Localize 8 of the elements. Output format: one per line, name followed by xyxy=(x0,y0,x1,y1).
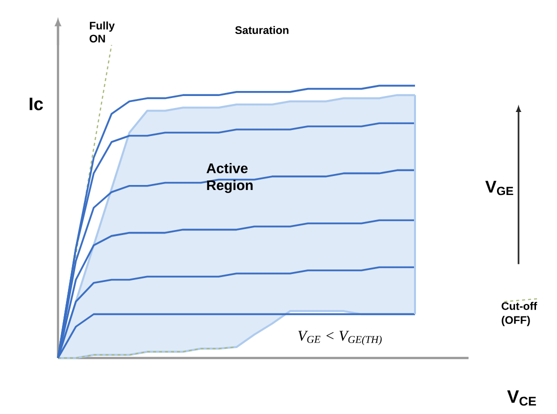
annotation: Active Region xyxy=(206,162,253,193)
text: Fully ON xyxy=(90,22,115,42)
x-axis-title: V$_{CE}$ xyxy=(507,390,536,406)
annotation: V$_{GE}$ xyxy=(485,180,514,196)
annotation: V$_{GE}$ < V$_{GE(TH)}$ xyxy=(298,330,382,346)
annotation: Cut-off (OFF) xyxy=(502,302,538,326)
text: Saturation xyxy=(235,26,288,34)
y-axis-title: Ic xyxy=(30,98,43,110)
